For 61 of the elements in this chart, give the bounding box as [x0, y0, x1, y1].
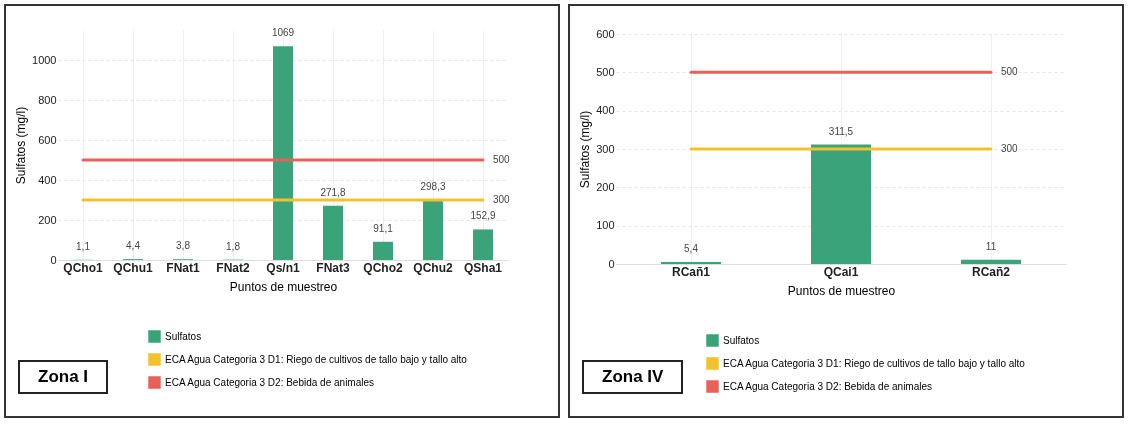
data-label: 298,3: [420, 181, 446, 193]
x-tick-label: RCañ2: [971, 264, 1011, 279]
x-tick-label: RCañ1: [671, 264, 711, 279]
y-tick-label: 1000: [32, 53, 57, 66]
data-label: 1069: [271, 27, 295, 39]
bar: [961, 259, 1021, 264]
bar: [811, 144, 871, 264]
data-label: 300: [493, 194, 511, 205]
text: Zona IV: [582, 360, 684, 394]
x-axis-title: Puntos de muestreo: [229, 279, 338, 294]
legend-label: ECA Agua Categoria 3 D2: Bebida de animales: [165, 376, 375, 388]
data-label: 91,1: [373, 222, 394, 234]
data-label: 3,8: [176, 240, 191, 252]
y-tick-label: 100: [596, 219, 615, 232]
data-label: 500: [493, 154, 511, 165]
x-tick-label: QCho1: [63, 260, 103, 275]
y-tick-label: 0: [50, 253, 57, 266]
x-tick-label: QChu1: [113, 260, 153, 275]
y-tick-label: 200: [38, 213, 57, 226]
data-label: 1,1: [76, 240, 91, 252]
data-label: 311,5: [828, 125, 854, 137]
legend-label: ECA Agua Categoria 3 D1: Riego de cultivos de tallo bajo y tallo alto: [723, 357, 1026, 369]
legend-label: Sulfatos: [723, 334, 760, 346]
data-label: 152,9: [470, 210, 496, 222]
data-label: 4,4: [126, 240, 141, 252]
x-tick-label: QChu2: [413, 260, 453, 275]
legend-label: ECA Agua Categoria 3 D1: Riego de cultivos de tallo bajo y tallo alto: [165, 353, 468, 365]
x-tick-label: FNat2: [216, 260, 250, 275]
y-tick-label: 0: [608, 257, 615, 270]
legend-label: Sulfatos: [165, 330, 202, 342]
bar: [423, 200, 443, 260]
y-tick-label: 400: [38, 173, 57, 186]
x-tick-label: QCai1: [823, 264, 859, 279]
bar: [273, 46, 293, 260]
y-axis-title: Sulfatos (mg/l): [578, 110, 593, 189]
bar: [661, 261, 721, 264]
data-label: 11: [985, 240, 997, 252]
y-tick-label: 600: [38, 133, 57, 146]
x-tick-label: Qs/n1: [266, 260, 300, 275]
y-tick-label: 200: [596, 180, 615, 193]
data-label: 5,4: [684, 242, 699, 254]
y-tick-label: 300: [596, 142, 615, 155]
y-tick-label: 800: [38, 93, 57, 106]
bar: [373, 241, 393, 260]
x-tick-label: FNat1: [166, 260, 200, 275]
y-tick-label: 600: [596, 27, 615, 40]
data-label: 500: [1001, 66, 1019, 78]
x-tick-label: QSha1: [463, 260, 503, 275]
y-tick-label: 500: [596, 65, 615, 78]
data-label: 271,8: [320, 186, 346, 198]
data-label: 1,8: [226, 240, 241, 252]
x-tick-label: QCho2: [363, 260, 403, 275]
x-tick-label: FNat3: [316, 260, 350, 275]
x-axis-title: Puntos de muestreo: [787, 283, 896, 298]
bar: [323, 205, 343, 260]
y-tick-label: 400: [596, 104, 615, 117]
y-axis-title: Sulfatos (mg/l): [14, 106, 29, 185]
text: Zona I: [18, 360, 109, 394]
data-label: 300: [1001, 143, 1019, 154]
bar: [473, 229, 493, 260]
legend-label: ECA Agua Categoria 3 D2: Bebida de animales: [723, 380, 933, 392]
